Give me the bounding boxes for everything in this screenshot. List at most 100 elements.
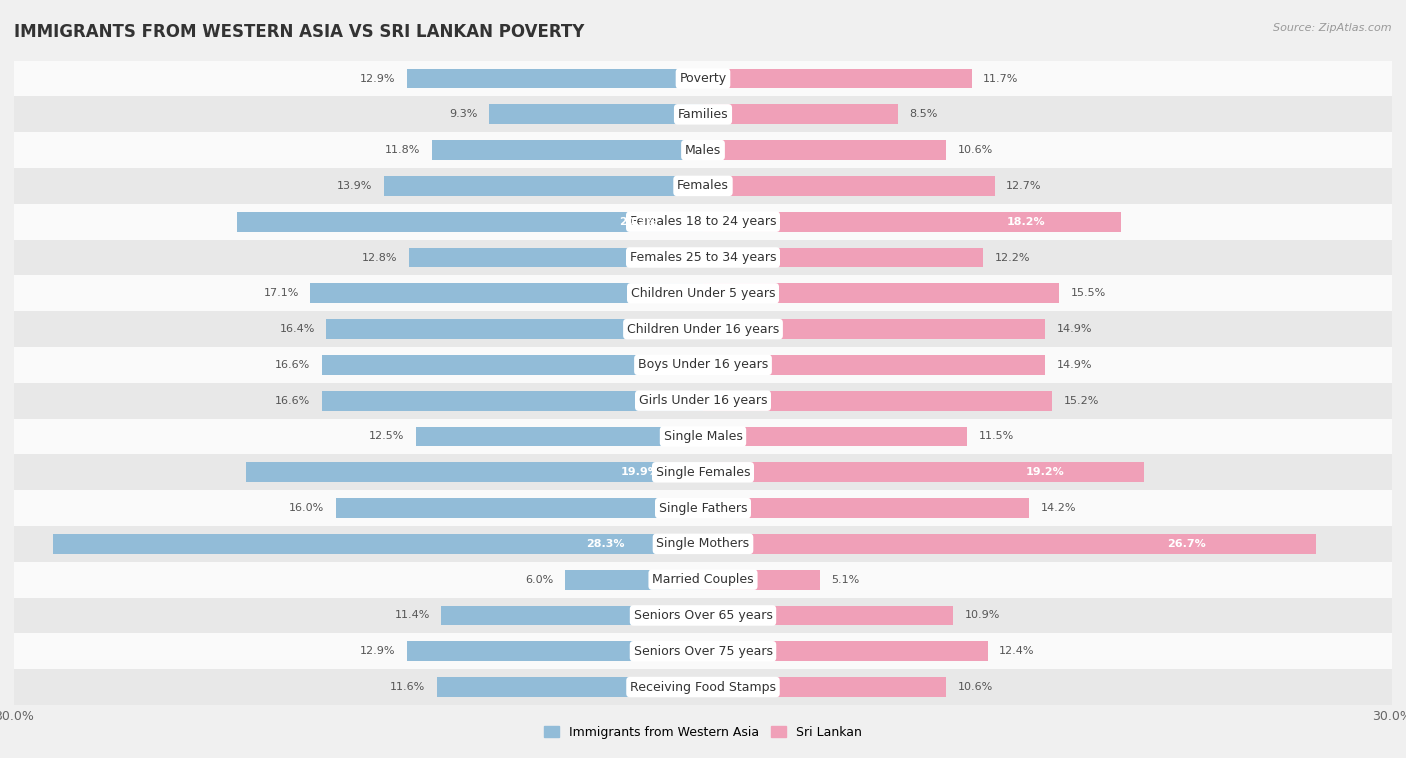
Text: Males: Males [685,143,721,157]
Bar [406,69,703,89]
Text: 9.3%: 9.3% [450,109,478,119]
Bar [246,462,703,482]
Bar [703,355,1045,374]
Bar [565,570,703,590]
Bar [703,391,1052,411]
Text: 11.4%: 11.4% [394,610,430,621]
Text: 20.3%: 20.3% [619,217,658,227]
Text: 14.2%: 14.2% [1040,503,1076,513]
Bar [432,140,703,160]
Text: 26.7%: 26.7% [1167,539,1206,549]
Bar [703,69,972,89]
Text: 8.5%: 8.5% [910,109,938,119]
Text: 12.9%: 12.9% [360,74,395,83]
Bar [14,61,1392,96]
Text: 16.4%: 16.4% [280,324,315,334]
Bar [14,669,1392,705]
Bar [14,562,1392,597]
Text: 11.7%: 11.7% [983,74,1018,83]
Text: 14.9%: 14.9% [1057,324,1092,334]
Bar [14,240,1392,275]
Text: Females 25 to 34 years: Females 25 to 34 years [630,251,776,264]
Text: Children Under 16 years: Children Under 16 years [627,323,779,336]
Text: 16.6%: 16.6% [276,360,311,370]
Bar [384,176,703,196]
Text: 16.0%: 16.0% [288,503,323,513]
Bar [14,312,1392,347]
Bar [489,105,703,124]
Text: 11.8%: 11.8% [385,145,420,155]
Bar [14,418,1392,454]
Bar [14,383,1392,418]
Text: Females: Females [678,180,728,193]
Bar [14,634,1392,669]
Bar [703,105,898,124]
Text: Married Couples: Married Couples [652,573,754,586]
Bar [703,462,1144,482]
Bar [703,319,1045,339]
Text: 15.2%: 15.2% [1063,396,1099,406]
Bar [14,490,1392,526]
Text: 17.1%: 17.1% [263,288,299,299]
Bar [437,677,703,697]
Text: Families: Families [678,108,728,121]
Text: 12.9%: 12.9% [360,647,395,656]
Text: IMMIGRANTS FROM WESTERN ASIA VS SRI LANKAN POVERTY: IMMIGRANTS FROM WESTERN ASIA VS SRI LANK… [14,23,585,41]
Text: Receiving Food Stamps: Receiving Food Stamps [630,681,776,694]
Text: 13.9%: 13.9% [337,181,373,191]
Text: 12.8%: 12.8% [363,252,398,262]
Bar [326,319,703,339]
Text: 12.4%: 12.4% [1000,647,1035,656]
Text: Single Mothers: Single Mothers [657,537,749,550]
Text: Seniors Over 75 years: Seniors Over 75 years [634,645,772,658]
Text: Single Males: Single Males [664,430,742,443]
Bar [703,498,1029,518]
Bar [236,212,703,231]
Text: Girls Under 16 years: Girls Under 16 years [638,394,768,407]
Text: Source: ZipAtlas.com: Source: ZipAtlas.com [1274,23,1392,33]
Bar [14,132,1392,168]
Text: 10.9%: 10.9% [965,610,1000,621]
Bar [53,534,703,553]
Text: Females 18 to 24 years: Females 18 to 24 years [630,215,776,228]
Bar [703,212,1121,231]
Text: 10.6%: 10.6% [957,145,993,155]
Text: 10.6%: 10.6% [957,682,993,692]
Legend: Immigrants from Western Asia, Sri Lankan: Immigrants from Western Asia, Sri Lankan [538,721,868,744]
Bar [409,248,703,268]
Text: 28.3%: 28.3% [586,539,624,549]
Text: 12.7%: 12.7% [1007,181,1042,191]
Bar [336,498,703,518]
Text: 11.5%: 11.5% [979,431,1014,441]
Text: 6.0%: 6.0% [526,575,554,584]
Bar [703,283,1059,303]
Text: 12.2%: 12.2% [994,252,1031,262]
Bar [703,677,946,697]
Bar [14,526,1392,562]
Bar [441,606,703,625]
Bar [703,570,820,590]
Bar [703,248,983,268]
Bar [703,534,1316,553]
Text: 15.5%: 15.5% [1070,288,1105,299]
Bar [14,597,1392,634]
Bar [311,283,703,303]
Text: Poverty: Poverty [679,72,727,85]
Bar [14,168,1392,204]
Bar [703,140,946,160]
Bar [322,355,703,374]
Text: Single Females: Single Females [655,465,751,479]
Bar [14,96,1392,132]
Text: Single Fathers: Single Fathers [659,502,747,515]
Bar [322,391,703,411]
Bar [703,641,988,661]
Text: 19.9%: 19.9% [620,467,659,478]
Text: Seniors Over 65 years: Seniors Over 65 years [634,609,772,622]
Text: 16.6%: 16.6% [276,396,311,406]
Bar [14,347,1392,383]
Text: Boys Under 16 years: Boys Under 16 years [638,359,768,371]
Text: 5.1%: 5.1% [831,575,860,584]
Text: 12.5%: 12.5% [370,431,405,441]
Bar [14,454,1392,490]
Bar [406,641,703,661]
